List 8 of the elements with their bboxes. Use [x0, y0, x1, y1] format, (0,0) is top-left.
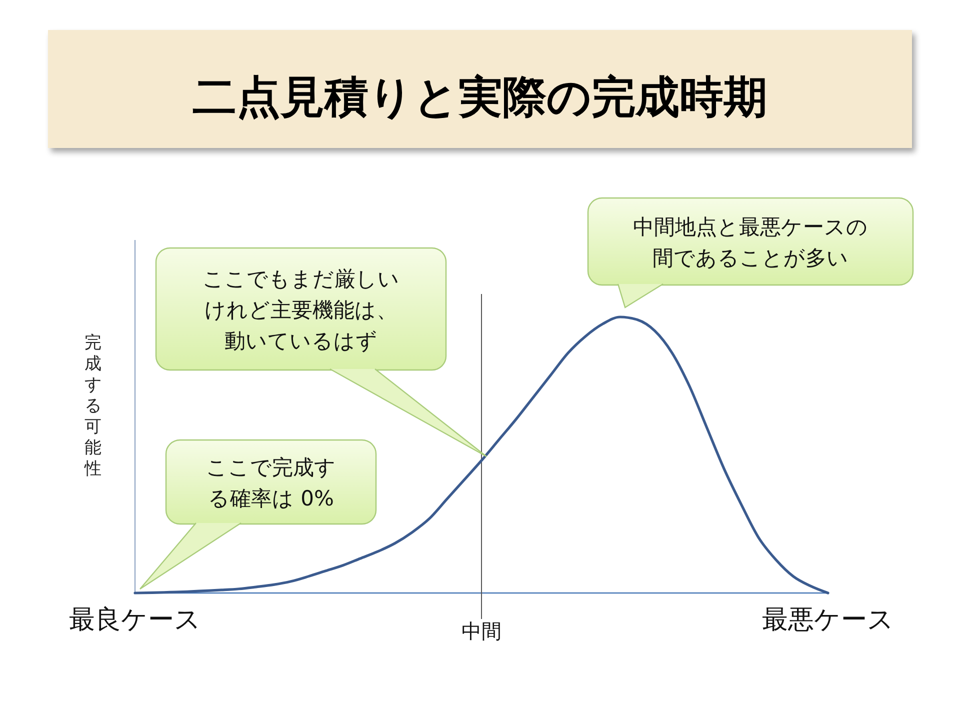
chart-title: 二点見積りと実際の完成時期 — [192, 72, 768, 123]
x-tick-label: 中間 — [462, 619, 502, 643]
y-axis-title: 完成する可能性 — [84, 333, 102, 479]
x-tick-label: 最良ケース — [69, 605, 201, 635]
annotation: ここでもまだ厳しいけれど主要機能は、動いているはず — [202, 267, 400, 353]
text: 中間地点と最悪ケースの間であることが多い — [633, 215, 868, 270]
x-tick-label: 最悪ケース — [762, 605, 894, 635]
annotation: ここで完成する確率は 0% — [206, 456, 336, 510]
